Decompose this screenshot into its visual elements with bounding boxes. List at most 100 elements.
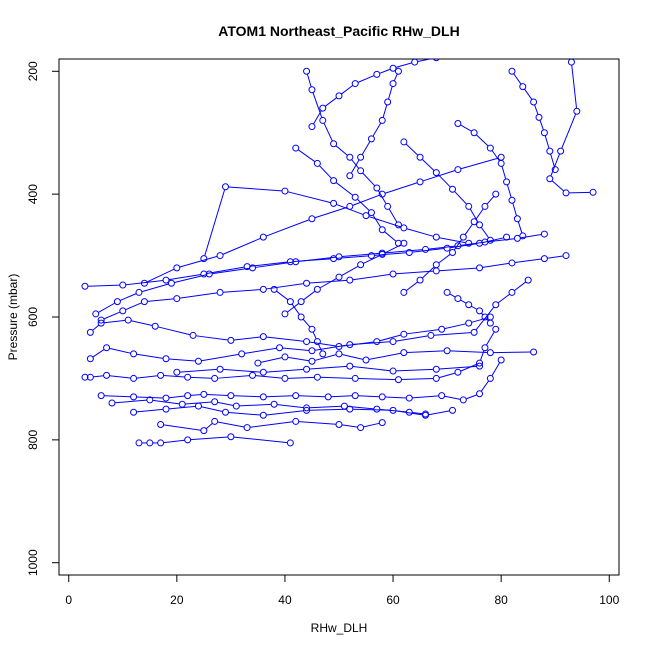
data-point (351, 392, 359, 400)
series-26 (254, 347, 538, 367)
data-point (551, 166, 559, 174)
data-point (313, 338, 321, 346)
series-segment (341, 252, 380, 258)
data-point (449, 249, 457, 256)
series-segment (491, 150, 500, 162)
series-segment (293, 258, 331, 263)
series-segment (163, 424, 201, 431)
series-segment (104, 319, 126, 324)
series-7 (86, 276, 532, 365)
series-segment (396, 270, 434, 275)
series-segment (513, 73, 522, 85)
series-segment (449, 243, 477, 249)
data-point (567, 59, 575, 66)
series-segment (406, 329, 439, 335)
data-point (589, 188, 597, 196)
data-point (124, 316, 132, 324)
series-segment (341, 265, 359, 277)
series-segment (103, 311, 121, 320)
data-point (443, 347, 451, 355)
series-2 (157, 417, 386, 435)
series-segment (201, 353, 239, 362)
data-point (162, 276, 170, 284)
series-segment (228, 411, 261, 416)
series-segment (368, 352, 402, 360)
data-point (340, 402, 348, 410)
data-point (308, 357, 316, 365)
series-segment (406, 350, 445, 354)
data-point (416, 153, 424, 161)
series-segment (223, 368, 261, 373)
data-point (243, 424, 251, 432)
series-segment (141, 283, 169, 293)
series-segment (239, 403, 272, 407)
data-point (297, 313, 305, 321)
data-point (378, 226, 386, 234)
series-segment (439, 267, 477, 272)
series-segment (384, 244, 402, 254)
data-point (394, 67, 402, 75)
data-point (400, 239, 408, 247)
data-point (211, 417, 219, 425)
data-point (373, 184, 381, 192)
series-segment (475, 208, 484, 220)
series-segment (287, 303, 300, 313)
series-segment (190, 436, 228, 441)
data-point (281, 310, 289, 318)
data-point (438, 325, 446, 333)
data-point (297, 298, 305, 306)
data-point (432, 365, 440, 373)
series-6 (81, 325, 500, 384)
series-segment (388, 86, 393, 100)
data-point (259, 233, 267, 241)
data-point (184, 392, 192, 400)
data-point (476, 359, 484, 367)
data-point (416, 178, 424, 186)
series-segment (514, 281, 527, 292)
series-segment (493, 351, 531, 354)
series-segment (460, 157, 499, 170)
series-segment (223, 289, 261, 293)
data-point (562, 252, 570, 260)
data-point (546, 147, 554, 155)
series-segment (357, 198, 370, 211)
data-point (205, 270, 213, 278)
data-point (281, 187, 289, 195)
data-point (162, 355, 170, 363)
series-segment (190, 376, 212, 379)
data-point (481, 313, 489, 321)
data-point (476, 390, 484, 398)
series-segment (377, 190, 387, 205)
series-segment (454, 191, 468, 205)
data-point (97, 392, 105, 400)
data-point (303, 404, 311, 412)
data-point (286, 298, 294, 306)
series-segment (486, 196, 495, 205)
data-point (362, 212, 370, 220)
series-segment (396, 368, 434, 372)
data-point (270, 285, 278, 293)
data-point (389, 80, 397, 88)
data-point (367, 135, 375, 143)
data-point (476, 221, 484, 229)
data-point (540, 255, 548, 263)
data-point (400, 349, 408, 357)
data-point (481, 344, 489, 352)
data-point (351, 80, 359, 88)
data-point (546, 175, 554, 183)
series-segment (287, 191, 331, 204)
series-segment (350, 159, 360, 174)
data-point (497, 153, 505, 161)
series-segment (302, 318, 311, 328)
series-segment (168, 358, 196, 362)
data-point (508, 196, 516, 204)
data-point (313, 159, 321, 167)
x-tick-label: 40 (278, 593, 292, 607)
x-axis: 0 20 40 60 80 100 (65, 574, 620, 607)
data-point (319, 116, 327, 124)
data-point (351, 374, 359, 382)
data-point (184, 373, 192, 381)
series-segment (465, 394, 477, 400)
data-point (486, 349, 494, 357)
